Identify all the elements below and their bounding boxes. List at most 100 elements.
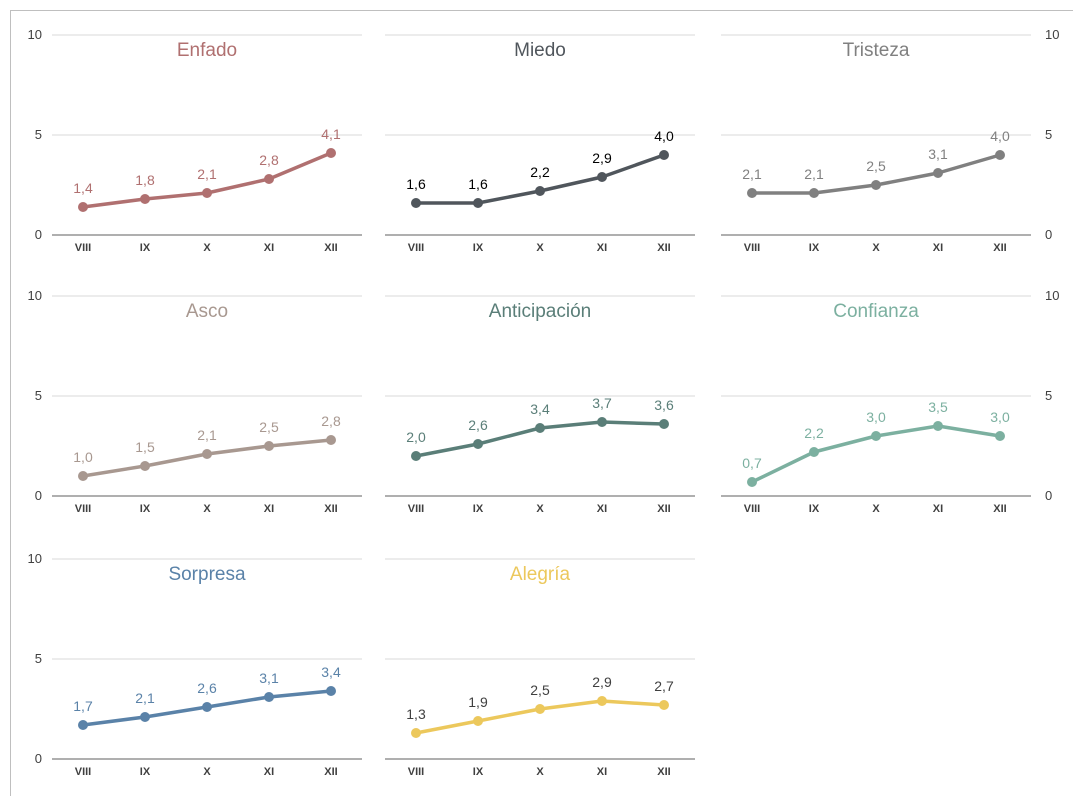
panel-1: Miedo VIII IX X XI XII 1,6 1,6 2,2 2,9 4,0 (385, 34, 695, 254)
data-label: 2,9 (592, 150, 612, 166)
data-label: 3,4 (530, 401, 550, 417)
data-label: 3,6 (654, 397, 674, 413)
data-label: 1,7 (73, 698, 93, 714)
data-label: 3,7 (592, 395, 612, 411)
y-tick-label: 5 (35, 127, 42, 142)
data-label: 2,6 (468, 417, 488, 433)
data-point (202, 188, 212, 198)
data-point (597, 417, 607, 427)
data-label: 1,9 (468, 694, 488, 710)
data-point (264, 441, 274, 451)
data-label: 2,0 (406, 429, 426, 445)
x-tick-label: XI (597, 503, 607, 515)
data-point (535, 186, 545, 196)
panel-title: Asco (186, 301, 228, 322)
data-label: 2,6 (197, 680, 217, 696)
x-tick-label: VIII (408, 766, 425, 778)
panel-title: Sorpresa (168, 564, 246, 585)
x-tick-label: XII (657, 503, 670, 515)
chart-frame (10, 10, 1073, 796)
data-point (326, 686, 336, 696)
x-tick-label: VIII (744, 242, 761, 254)
x-tick-label: XI (933, 503, 943, 515)
data-label: 2,1 (197, 427, 217, 443)
data-point (659, 419, 669, 429)
x-tick-label: IX (140, 242, 151, 254)
x-tick-label: IX (809, 503, 820, 515)
data-point (871, 431, 881, 441)
x-tick-label: XI (597, 766, 607, 778)
x-tick-label: X (203, 766, 211, 778)
y-tick-label: 10 (28, 551, 42, 566)
data-point (535, 423, 545, 433)
data-point (264, 692, 274, 702)
y-tick-label: 10 (28, 288, 42, 303)
y-tick-label-right: 0 (1045, 488, 1052, 503)
data-point (411, 451, 421, 461)
y-tick-label: 10 (28, 27, 42, 42)
data-label: 2,7 (654, 678, 674, 694)
data-label: 2,8 (321, 413, 341, 429)
y-tick-label: 0 (35, 751, 42, 766)
panel-title: Confianza (833, 301, 919, 322)
x-tick-label: VIII (75, 242, 92, 254)
x-tick-label: X (203, 503, 211, 515)
data-point (202, 702, 212, 712)
data-point (78, 720, 88, 730)
panel-title: Enfado (177, 40, 237, 61)
data-label: 2,5 (530, 682, 550, 698)
x-tick-label: IX (473, 766, 484, 778)
data-point (140, 461, 150, 471)
y-tick-label-right: 5 (1045, 127, 1052, 142)
x-tick-label: VIII (744, 503, 761, 515)
y-tick-label-right: 0 (1045, 227, 1052, 242)
x-tick-label: XI (597, 242, 607, 254)
x-tick-label: XII (324, 242, 337, 254)
panel-title: Anticipación (489, 301, 591, 322)
data-label: 3,0 (866, 409, 886, 425)
data-point (473, 439, 483, 449)
data-label: 3,1 (259, 670, 279, 686)
panel-4: Anticipación VIII IX X XI XII 2,0 2,6 3,4 3,7 3,6 (385, 295, 695, 515)
data-point (933, 168, 943, 178)
data-point (411, 728, 421, 738)
data-label: 4,0 (990, 128, 1010, 144)
data-label: 1,8 (135, 172, 155, 188)
data-point (78, 471, 88, 481)
panel-0: Enfado VIII IX X XI XII 1,4 1,8 2,1 2,8 4,1 (52, 34, 362, 254)
data-point (78, 202, 88, 212)
x-tick-label: XI (264, 766, 274, 778)
x-tick-label: XII (657, 766, 670, 778)
x-tick-label: X (872, 242, 880, 254)
data-point (809, 447, 819, 457)
x-tick-label: X (536, 766, 544, 778)
data-label: 4,0 (654, 128, 674, 144)
x-tick-label: XII (324, 766, 337, 778)
data-point (264, 174, 274, 184)
data-point (995, 431, 1005, 441)
data-label: 3,4 (321, 664, 341, 680)
x-tick-label: X (536, 242, 544, 254)
data-point (140, 712, 150, 722)
x-tick-label: IX (473, 503, 484, 515)
data-label: 3,5 (928, 399, 948, 415)
x-tick-label: VIII (75, 503, 92, 515)
data-label: 2,8 (259, 152, 279, 168)
data-point (747, 188, 757, 198)
x-tick-label: VIII (75, 766, 92, 778)
data-point (597, 696, 607, 706)
x-tick-label: XI (933, 242, 943, 254)
y-tick-label-right: 10 (1045, 288, 1059, 303)
data-point (747, 477, 757, 487)
x-tick-label: XII (324, 503, 337, 515)
data-label: 1,5 (135, 439, 155, 455)
data-point (140, 194, 150, 204)
x-tick-label: IX (140, 766, 151, 778)
x-tick-label: XII (993, 503, 1006, 515)
data-label: 2,5 (866, 158, 886, 174)
y-tick-label: 0 (35, 488, 42, 503)
x-tick-label: IX (140, 503, 151, 515)
data-label: 4,1 (321, 126, 341, 142)
data-label: 1,3 (406, 706, 426, 722)
x-tick-label: VIII (408, 503, 425, 515)
